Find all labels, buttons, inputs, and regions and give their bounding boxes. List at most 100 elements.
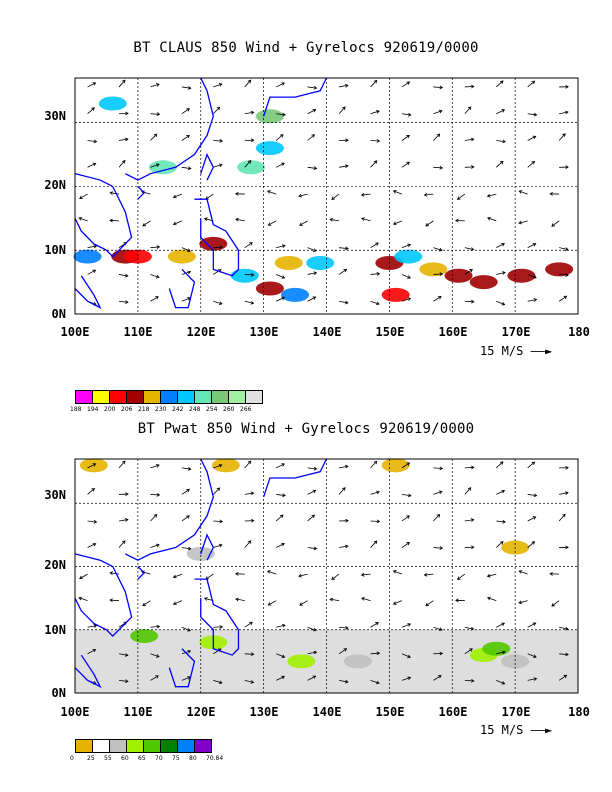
wind-arrowhead bbox=[533, 298, 538, 302]
wind-arrowhead bbox=[203, 217, 208, 221]
wind-vector bbox=[338, 487, 346, 495]
wind-arrowhead bbox=[499, 80, 504, 84]
wind-vector bbox=[276, 113, 286, 116]
chart1-cell-14 bbox=[444, 268, 473, 283]
wind-arrowhead bbox=[470, 299, 475, 304]
wind-arrowhead bbox=[93, 139, 98, 144]
wind-vector bbox=[393, 220, 403, 225]
wind-vector bbox=[527, 136, 536, 141]
wind-arrowhead bbox=[502, 650, 506, 655]
wind-arrowhead bbox=[533, 112, 538, 117]
chart1-title: BT CLAUS 850 Wind + Gyrelocs 920619/0000 bbox=[133, 40, 479, 56]
wind-vector bbox=[370, 300, 380, 305]
wind-vector bbox=[527, 494, 537, 497]
wind-arrowhead bbox=[219, 519, 224, 524]
wind-vector bbox=[339, 545, 349, 548]
chart1-ytick-3: 30N bbox=[44, 109, 66, 123]
wind-vector bbox=[276, 297, 285, 302]
wind-vector bbox=[433, 247, 443, 251]
wind-arrowhead bbox=[467, 487, 472, 491]
wind-arrowhead bbox=[345, 138, 349, 143]
wind-arrowhead bbox=[313, 85, 318, 90]
wind-vector bbox=[487, 573, 497, 577]
colorbar-swatch bbox=[228, 390, 246, 404]
wind-arrowhead bbox=[502, 519, 506, 524]
wind-arrowhead bbox=[406, 161, 411, 166]
colorbar-swatch bbox=[75, 739, 93, 753]
wind-vector bbox=[118, 79, 126, 88]
wind-vector bbox=[141, 571, 151, 575]
wind-vector bbox=[307, 296, 316, 302]
wind-arrowhead bbox=[486, 193, 491, 198]
wind-arrowhead bbox=[249, 621, 253, 626]
wind-arrowhead bbox=[155, 654, 160, 658]
wind-arrowhead bbox=[156, 112, 161, 117]
chart2-coastline-1 bbox=[125, 458, 215, 561]
wind-arrowhead bbox=[456, 196, 461, 200]
wind-vector bbox=[150, 675, 159, 681]
wind-arrowhead bbox=[502, 271, 506, 275]
wind-arrowhead bbox=[376, 651, 381, 656]
wind-vector bbox=[338, 106, 346, 114]
wind-vector bbox=[307, 547, 317, 550]
chart1-xtick-3: 130E bbox=[249, 325, 279, 339]
wind-arrowhead bbox=[92, 301, 97, 306]
wind-vector bbox=[213, 464, 222, 469]
wind-vector bbox=[433, 467, 443, 469]
wind-arrowhead bbox=[563, 674, 568, 679]
wind-arrowhead bbox=[438, 247, 443, 252]
wind-arrowhead bbox=[438, 109, 443, 114]
wind-vector bbox=[370, 540, 378, 548]
wind-arrowhead bbox=[219, 139, 224, 143]
chart2-cell-9 bbox=[186, 546, 215, 561]
colorbar-label: 188 bbox=[70, 406, 82, 413]
wind-arrowhead bbox=[250, 138, 255, 143]
chart2-xtick-0: 100E bbox=[60, 705, 90, 719]
wind-vector bbox=[401, 623, 411, 628]
chart2-coastline-7 bbox=[137, 566, 146, 580]
chart1-xtick-0: 100E bbox=[60, 325, 90, 339]
colorbar-label: 260 bbox=[223, 406, 235, 413]
wind-vector bbox=[213, 520, 223, 522]
chart2-xtick-5: 150E bbox=[375, 705, 405, 719]
wind-vector bbox=[276, 624, 286, 628]
wind-vector bbox=[338, 269, 347, 275]
wind-vector bbox=[299, 220, 308, 226]
wind-arrowhead bbox=[562, 513, 566, 518]
wind-vector bbox=[307, 626, 317, 631]
wind-arrowhead bbox=[501, 301, 506, 306]
colorbar-label: 218 bbox=[138, 406, 150, 413]
wind-arrowhead bbox=[250, 680, 255, 684]
wind-arrowhead bbox=[487, 216, 491, 221]
wind-arrowhead bbox=[407, 297, 412, 301]
wind-arrowhead bbox=[439, 85, 444, 90]
wind-arrowhead bbox=[109, 191, 114, 195]
colorbar-swatch bbox=[75, 390, 93, 404]
wind-vector bbox=[370, 273, 380, 275]
chart1-xtick-6: 160E bbox=[438, 325, 468, 339]
colorbar-swatch bbox=[160, 390, 178, 404]
wind-vector bbox=[527, 243, 536, 249]
wind-arrowhead bbox=[518, 190, 523, 194]
chart2-coastline-4 bbox=[168, 648, 196, 688]
colorbar-swatch bbox=[92, 739, 110, 753]
wind-vector bbox=[244, 540, 252, 548]
chart1-xtick-7: 170E bbox=[501, 325, 531, 339]
wind-vector bbox=[307, 675, 316, 681]
colorbar-label: 25 bbox=[87, 755, 95, 762]
wind-arrowhead bbox=[438, 296, 442, 300]
chart2-cell-4 bbox=[130, 629, 159, 644]
wind-arrowhead bbox=[187, 676, 191, 680]
chart2-title: BT Pwat 850 Wind + Gyrelocs 920619/0000 bbox=[137, 421, 475, 437]
wind-arrowhead bbox=[406, 542, 411, 546]
chart2-xtick-7: 170E bbox=[501, 705, 531, 719]
wind-arrowhead bbox=[470, 137, 475, 142]
wind-vector bbox=[496, 622, 505, 628]
wind-arrowhead bbox=[470, 678, 475, 683]
chart2-cell-2 bbox=[381, 458, 410, 473]
colorbar-label: 70.84 bbox=[206, 755, 224, 762]
wind-arrowhead bbox=[532, 135, 537, 140]
wind-vector bbox=[118, 160, 126, 168]
wind-vector bbox=[150, 133, 158, 141]
wind-arrowhead bbox=[172, 194, 177, 199]
